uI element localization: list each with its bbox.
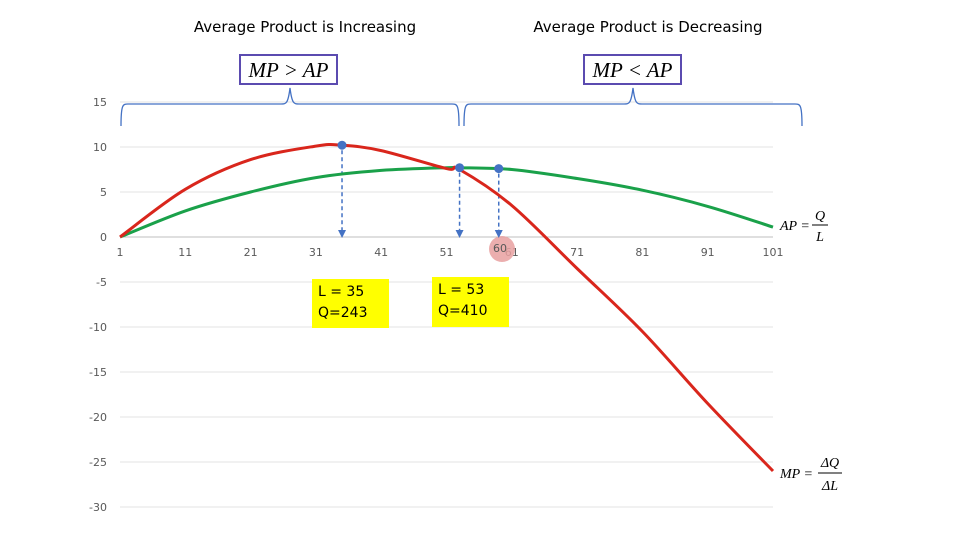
x-tick-label: 11 xyxy=(178,246,192,259)
y-tick-label: -25 xyxy=(89,456,107,469)
mp-gt-ap-label: MP > AP xyxy=(248,58,329,82)
callout-l35-line1: L = 35 xyxy=(318,284,365,300)
overlay-tick-60: 60 xyxy=(493,242,507,255)
x-tick-label: 81 xyxy=(635,246,649,259)
x-tick-highlight xyxy=(489,236,515,262)
drop-arrowhead xyxy=(455,230,464,238)
y-tick-label: 10 xyxy=(93,141,107,154)
increasing-range-bracket xyxy=(120,87,460,127)
y-tick-label: 0 xyxy=(100,231,107,244)
mp-curve xyxy=(119,142,775,473)
mp-lt-ap-box xyxy=(583,54,682,85)
y-tick-label: 5 xyxy=(100,186,107,199)
y-tick-label: -20 xyxy=(89,411,107,424)
x-tick-label: 31 xyxy=(309,246,323,259)
ap-formula-denominator: L xyxy=(815,230,824,245)
x-tick-label: 41 xyxy=(374,246,388,259)
callout-l35-line2: Q=243 xyxy=(318,305,368,321)
callout-l53: L = 53 Q=410 xyxy=(432,277,509,327)
x-tick-label: 21 xyxy=(244,246,258,259)
drop-arrowhead xyxy=(494,230,503,238)
callout-l35: L = 35 Q=243 xyxy=(312,279,389,328)
drop-arrowhead xyxy=(338,230,347,238)
x-tick-label: 91 xyxy=(701,246,715,259)
callout-l53-line2: Q=410 xyxy=(438,303,488,319)
y-tick-label: -10 xyxy=(89,321,107,334)
ap-formula-lhs: AP = xyxy=(779,219,810,234)
callout-l53-line1: L = 53 xyxy=(438,282,485,298)
y-tick-label: 15 xyxy=(93,96,107,109)
x-axis-ticks: 1112131415161718191101 xyxy=(117,246,784,259)
y-axis-ticks: 15 10 5 0 -5 -10 -15 -20 -25 -30 xyxy=(89,96,107,514)
x-tick-label: 71 xyxy=(570,246,584,259)
mp-formula-lhs: MP = xyxy=(779,467,813,482)
data-point-marker xyxy=(337,140,347,150)
data-points xyxy=(337,140,504,174)
y-tick-label: -5 xyxy=(96,276,107,289)
x-tick-label: 101 xyxy=(763,246,784,259)
mp-formula-numerator: ΔQ xyxy=(820,456,839,471)
decreasing-range-bracket xyxy=(463,87,803,127)
ap-formula-numerator: Q xyxy=(815,209,825,224)
mp-gt-ap-box xyxy=(239,54,338,85)
x-tick-label: 51 xyxy=(440,246,454,259)
drop-lines xyxy=(338,150,503,238)
data-point-marker xyxy=(455,163,465,173)
ap-curve xyxy=(119,165,774,239)
y-tick-label: -30 xyxy=(89,501,107,514)
mp-formula-denominator: ΔL xyxy=(821,479,838,494)
x-tick-label: 1 xyxy=(117,246,124,259)
data-point-marker xyxy=(494,164,504,174)
y-tick-label: -15 xyxy=(89,366,107,379)
header-increasing: Average Product is Increasing xyxy=(194,18,416,36)
header-decreasing: Average Product is Decreasing xyxy=(533,18,762,36)
mp-lt-ap-label: MP < AP xyxy=(592,58,673,82)
